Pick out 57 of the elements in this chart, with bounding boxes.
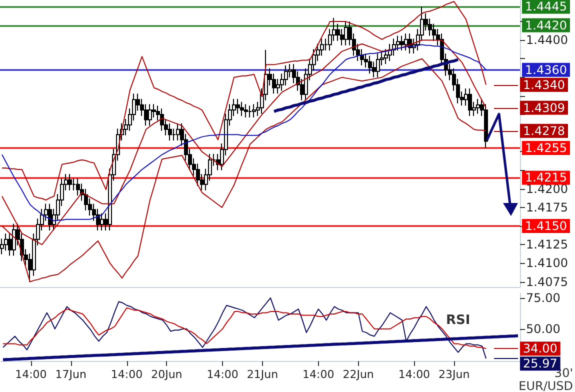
y-tick-label: 50.00 [526, 322, 560, 336]
candlestick [376, 53, 380, 78]
x-tick-label: 14:00 [398, 368, 430, 381]
data-label: 1.4340 [523, 78, 565, 92]
y-tick-label: 1.4400 [526, 33, 568, 48]
x-tick-label: 14:00 [206, 368, 238, 381]
line-series [272, 58, 460, 114]
x-tick-label: 14:00 [110, 368, 143, 381]
y-tick-label: 1.4175 [526, 200, 568, 214]
ref-line-label: 1.4255 [525, 140, 567, 155]
data-label: 1.4309 [523, 100, 565, 115]
x-tick-label: 22Jun [342, 368, 374, 381]
candlestick [344, 21, 348, 46]
candlestick [168, 122, 172, 142]
candlestick [468, 88, 472, 116]
line-series [2, 58, 486, 282]
candlestick [68, 173, 72, 191]
line-series [2, 307, 487, 350]
line-series [2, 297, 487, 360]
candlestick [368, 55, 372, 74]
candlestick [160, 108, 164, 132]
x-tick-label: 14:00 [302, 368, 334, 381]
candlestick [244, 104, 248, 118]
x-tick-label: 23Jun [438, 368, 470, 381]
line-series [2, 0, 486, 201]
candlestick [240, 101, 244, 116]
candlestick [484, 104, 488, 148]
annotation: RSI [446, 313, 470, 328]
x-tick-label: 17Jun [55, 368, 86, 381]
candlestick [236, 98, 240, 114]
y-tick-label: 1.4075 [526, 274, 568, 289]
text: EUR/USD [518, 379, 574, 392]
candlestick [252, 104, 256, 118]
candlestick [404, 32, 408, 52]
ref-line-label: 1.4150 [525, 219, 567, 234]
data-label: 25.97 [523, 356, 558, 371]
candlestick [176, 122, 180, 142]
candlestick [48, 203, 52, 231]
candlestick [284, 64, 288, 86]
x-tick-label: 20Jun [151, 368, 182, 381]
data-label: 34.00 [523, 342, 558, 356]
x-tick-label: 21Jun [246, 368, 278, 381]
y-tick-label: 1.4125 [526, 238, 568, 252]
candlestick [100, 212, 104, 231]
ref-line-label: 1.4420 [525, 18, 567, 32]
candlestick [12, 223, 16, 256]
x-tick-label: 14:00 [15, 368, 47, 381]
y-tick-label: 75.00 [526, 290, 560, 305]
candlestick [248, 105, 252, 118]
candlestick [476, 98, 480, 114]
candlestick [148, 104, 152, 126]
ref-line-label: 1.4215 [525, 170, 567, 185]
data-label: 1.4278 [523, 124, 565, 138]
y-tick-label: 1.4100 [526, 256, 568, 270]
ref-line-label: 1.4445 [525, 0, 567, 14]
ref-line-label: 1.4360 [525, 62, 567, 77]
candlestick [400, 35, 404, 52]
